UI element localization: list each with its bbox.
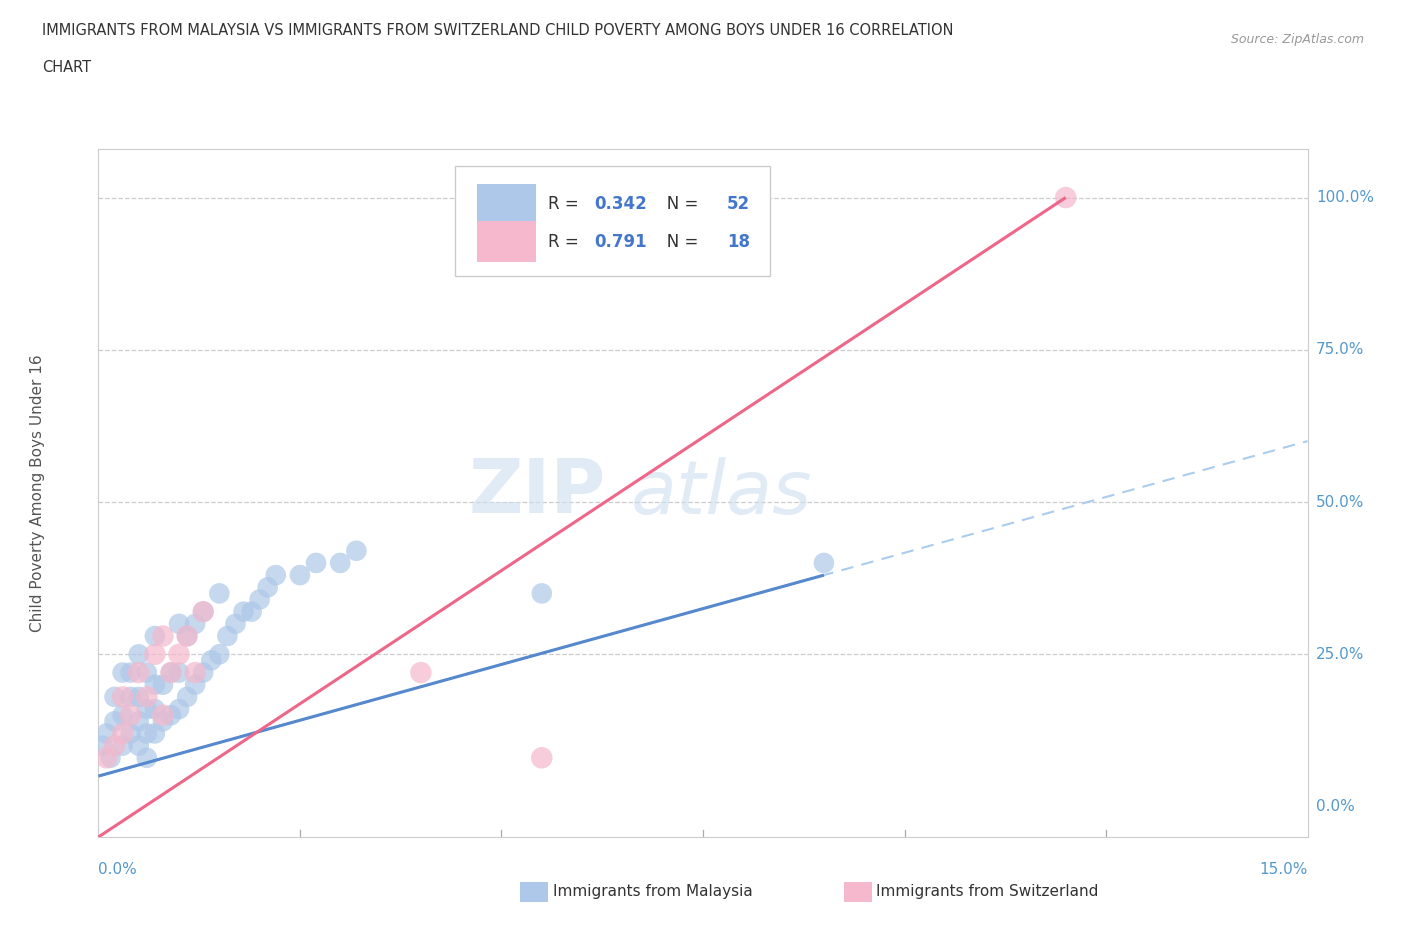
Text: Child Poverty Among Boys Under 16: Child Poverty Among Boys Under 16 — [31, 354, 45, 631]
FancyBboxPatch shape — [477, 221, 536, 262]
Point — [143, 647, 166, 662]
Point — [120, 689, 142, 704]
Text: atlas: atlas — [630, 457, 811, 529]
Point — [103, 714, 125, 729]
Point — [111, 738, 134, 753]
Point — [135, 665, 157, 680]
Text: N =: N = — [651, 232, 703, 251]
Point — [200, 653, 222, 668]
FancyBboxPatch shape — [477, 183, 536, 224]
Point — [167, 665, 190, 680]
Point — [128, 714, 150, 729]
Point — [193, 604, 215, 619]
Point — [135, 751, 157, 765]
Point — [1054, 190, 1077, 205]
Text: R =: R = — [548, 195, 585, 213]
Text: R =: R = — [548, 232, 585, 251]
Point — [240, 604, 263, 619]
Point — [530, 751, 553, 765]
Point — [111, 708, 134, 723]
Point — [120, 726, 142, 741]
Text: Source: ZipAtlas.com: Source: ZipAtlas.com — [1230, 33, 1364, 46]
Point — [103, 689, 125, 704]
Point — [96, 726, 118, 741]
Point — [167, 647, 190, 662]
Point — [184, 677, 207, 692]
Point — [128, 647, 150, 662]
Point — [160, 665, 183, 680]
Point — [135, 689, 157, 704]
Text: Immigrants from Switzerland: Immigrants from Switzerland — [876, 884, 1098, 899]
Point — [224, 617, 246, 631]
Point — [167, 701, 190, 716]
Text: 0.0%: 0.0% — [1316, 799, 1354, 814]
Point — [143, 726, 166, 741]
Point — [152, 708, 174, 723]
Point — [305, 555, 328, 570]
Text: Immigrants from Malaysia: Immigrants from Malaysia — [553, 884, 752, 899]
Point — [184, 617, 207, 631]
Point — [249, 592, 271, 607]
Point — [329, 555, 352, 570]
Text: 52: 52 — [727, 195, 751, 213]
FancyBboxPatch shape — [456, 166, 769, 276]
Point — [120, 708, 142, 723]
Text: N =: N = — [651, 195, 703, 213]
Text: 15.0%: 15.0% — [1260, 862, 1308, 877]
Point — [135, 726, 157, 741]
Text: CHART: CHART — [42, 60, 91, 75]
Point — [160, 708, 183, 723]
Point — [193, 665, 215, 680]
Point — [208, 586, 231, 601]
Text: 75.0%: 75.0% — [1316, 342, 1364, 357]
Point — [111, 689, 134, 704]
Point — [813, 555, 835, 570]
Point — [167, 617, 190, 631]
Point — [184, 665, 207, 680]
Point — [128, 665, 150, 680]
Point — [232, 604, 254, 619]
Text: ZIP: ZIP — [470, 457, 606, 529]
Point — [91, 738, 114, 753]
Point — [409, 665, 432, 680]
Point — [176, 629, 198, 644]
Point — [264, 567, 287, 582]
Point — [111, 665, 134, 680]
Point — [96, 751, 118, 765]
Point — [288, 567, 311, 582]
Point — [120, 665, 142, 680]
Point — [111, 726, 134, 741]
Point — [256, 580, 278, 595]
Text: 100.0%: 100.0% — [1316, 190, 1374, 205]
Text: 0.0%: 0.0% — [98, 862, 138, 877]
Point — [208, 647, 231, 662]
Point — [193, 604, 215, 619]
Point — [128, 689, 150, 704]
Text: 0.791: 0.791 — [595, 232, 647, 251]
Point — [530, 586, 553, 601]
Point — [176, 629, 198, 644]
Point — [344, 543, 367, 558]
Point — [217, 629, 239, 644]
Point — [100, 751, 122, 765]
Point — [143, 629, 166, 644]
Point — [135, 701, 157, 716]
Point — [160, 665, 183, 680]
Point — [152, 714, 174, 729]
Point — [176, 689, 198, 704]
Point — [143, 677, 166, 692]
Text: IMMIGRANTS FROM MALAYSIA VS IMMIGRANTS FROM SWITZERLAND CHILD POVERTY AMONG BOYS: IMMIGRANTS FROM MALAYSIA VS IMMIGRANTS F… — [42, 23, 953, 38]
Point — [103, 738, 125, 753]
Point — [143, 701, 166, 716]
Point — [152, 677, 174, 692]
Text: 0.342: 0.342 — [595, 195, 647, 213]
Point — [152, 629, 174, 644]
Point — [128, 738, 150, 753]
Text: 18: 18 — [727, 232, 751, 251]
Text: 50.0%: 50.0% — [1316, 495, 1364, 510]
Text: 25.0%: 25.0% — [1316, 646, 1364, 662]
